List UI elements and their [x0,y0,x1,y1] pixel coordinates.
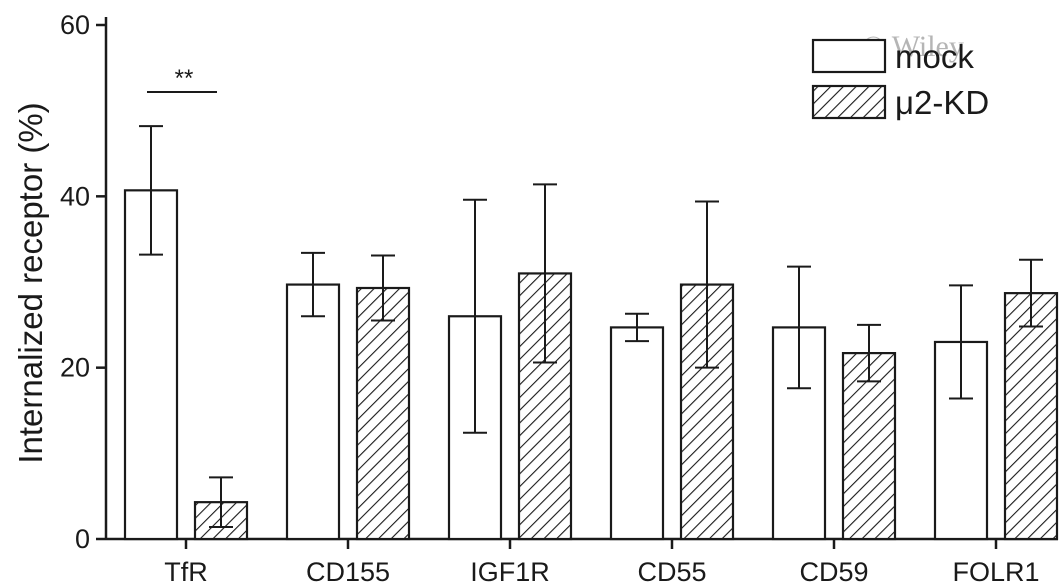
x-tick-label: IGF1R [470,557,550,586]
y-tick-label: 40 [60,181,90,211]
bar-kd-cd155 [355,286,411,541]
y-tick-label: 0 [75,524,90,554]
bar-mock-cd55 [609,326,665,541]
x-tick-label: CD55 [637,557,706,586]
legend-label: mock [895,38,974,75]
y-axis-label: Internalized receptor (%) [12,102,49,463]
x-tick-label: CD59 [799,557,868,586]
bar-kd-cd59 [841,352,897,541]
x-tick-label: FOLR1 [952,557,1039,586]
error-bars [139,125,1043,529]
legend-swatch-kd [811,84,887,120]
y-tick-label: 60 [60,10,90,40]
bar-kd-igf1r [517,272,573,541]
annotations: ** [147,65,217,93]
legend-swatch-mock [811,38,887,74]
axes: 0 20 40 60 TfR CD155 IGF1R CD55 CD59 FOLR1 [60,10,1058,586]
x-tick-label: TfR [164,557,208,586]
bar-kd-folr1 [1003,292,1059,541]
x-tick-label: CD155 [306,557,390,586]
bars [123,189,1059,541]
bar-mock-cd155 [285,283,341,541]
y-tick-label: 20 [60,353,90,383]
significance-label: ** [175,65,194,92]
legend: mock μ2-KD [811,38,989,121]
legend-label: μ2-KD [895,84,989,121]
